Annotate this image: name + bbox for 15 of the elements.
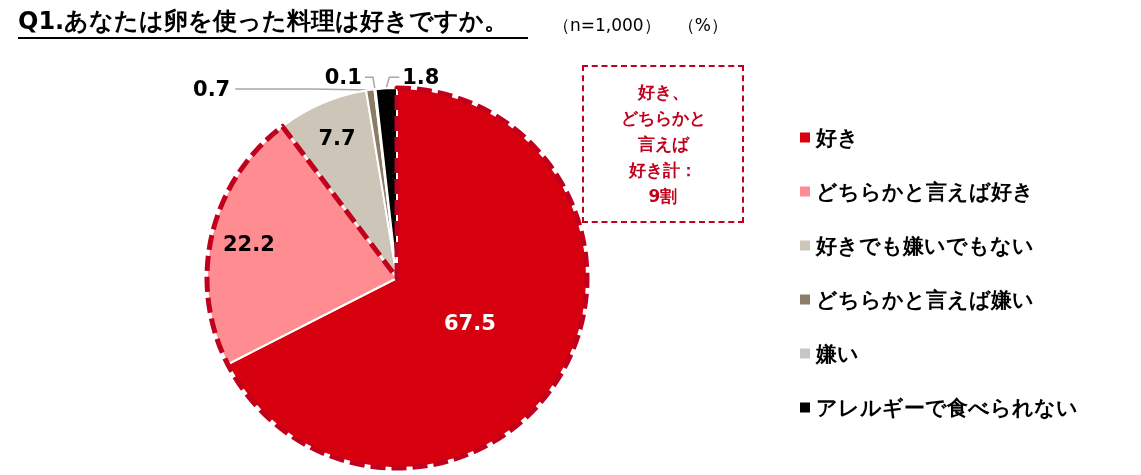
legend-label: どちらかと言えば嫌い [816,287,1034,312]
data-label: 0.7 [193,76,231,101]
text: 好き、どちらかと言えば好き計：9割 [619,81,707,208]
legend-label: 好きでも嫌いでもない [815,233,1034,258]
chart-subtitle: （n=1,000） （%） [553,14,728,37]
data-label: 67.5 [443,310,496,335]
legend-label: どちらかと言えば好き [816,179,1034,204]
legend-label: アレルギーで食べられない [816,395,1078,420]
chart-title: Q1.あなたは卵を使った料理は好きですか。 [18,6,529,39]
legend-label: 嫌い [815,341,859,366]
data-label: 0.1 [324,65,362,90]
data-label: 1.8 [402,65,440,90]
data-label: 22.2 [222,231,275,256]
data-label: 7.7 [318,126,356,151]
legend-label: 好き [815,125,859,150]
